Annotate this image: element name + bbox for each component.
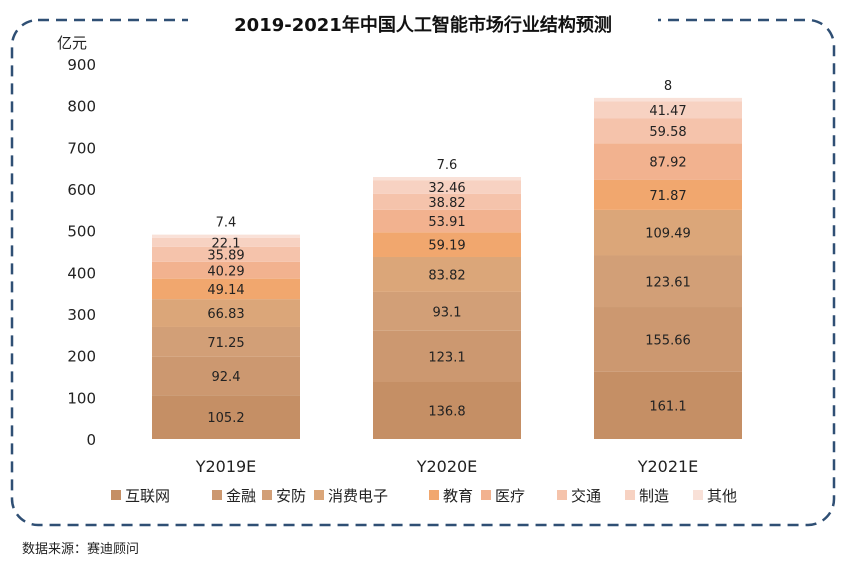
x-tick-label: Y2021E xyxy=(637,457,699,476)
bar-segment xyxy=(373,256,521,292)
legend-swatch xyxy=(557,490,567,500)
bar-segment xyxy=(373,330,521,382)
bar-segment xyxy=(373,180,521,194)
y-tick-label: 0 xyxy=(86,431,96,449)
bar-segment xyxy=(373,193,521,210)
legend-label: 医疗 xyxy=(495,487,525,505)
legend-label: 金融 xyxy=(226,487,256,505)
y-tick-label: 600 xyxy=(67,181,96,199)
title-backdrop xyxy=(188,6,658,40)
x-tick-label: Y2020E xyxy=(416,457,478,476)
bar-segment xyxy=(152,326,300,357)
data-label: 109.49 xyxy=(645,227,691,242)
data-label: 35.89 xyxy=(207,248,244,263)
data-label: 41.47 xyxy=(649,104,686,119)
y-tick-label: 400 xyxy=(67,264,96,282)
y-tick-label: 700 xyxy=(67,139,96,157)
bar-segment xyxy=(152,234,300,238)
legend-label: 制造 xyxy=(639,487,669,505)
data-label: 105.2 xyxy=(207,411,244,426)
legend-label: 消费电子 xyxy=(328,487,388,505)
bar-segment xyxy=(152,395,300,439)
bar-segment xyxy=(594,101,742,119)
bar-segment xyxy=(594,209,742,256)
bar-segment xyxy=(373,177,521,181)
data-label: 59.19 xyxy=(428,239,465,254)
source-note: 数据来源：赛迪顾问 xyxy=(22,542,140,557)
legend-label: 安防 xyxy=(276,487,306,505)
legend-label: 教育 xyxy=(443,487,473,505)
legend-swatch xyxy=(625,490,635,500)
data-label: 136.8 xyxy=(428,405,465,420)
data-label: 53.91 xyxy=(428,215,465,230)
data-label: 38.82 xyxy=(428,196,465,211)
bar-segment xyxy=(594,179,742,210)
legend-swatch xyxy=(429,490,439,500)
chart-title: 2019-2021年中国人工智能市场行业结构预测 xyxy=(234,14,612,36)
bar-segment xyxy=(152,356,300,396)
data-label: 22.1 xyxy=(212,236,241,251)
y-tick-label: 300 xyxy=(67,306,96,324)
legend-swatch xyxy=(481,490,491,500)
data-label: 7.6 xyxy=(437,158,458,173)
legend-label: 互联网 xyxy=(125,487,170,505)
bar-segment xyxy=(373,209,521,233)
data-label: 7.4 xyxy=(216,216,237,231)
data-label: 71.87 xyxy=(649,189,686,204)
data-label: 83.82 xyxy=(428,268,465,283)
bar-segment xyxy=(152,246,300,262)
data-label: 66.83 xyxy=(207,307,244,322)
y-tick-label: 500 xyxy=(67,223,96,241)
y-tick-label: 100 xyxy=(67,389,96,407)
data-label: 8 xyxy=(664,79,672,94)
data-label: 71.25 xyxy=(207,336,244,351)
y-tick-label: 200 xyxy=(67,348,96,366)
legend-swatch xyxy=(693,490,703,500)
legend-swatch xyxy=(262,490,272,500)
data-label: 93.1 xyxy=(433,305,462,320)
legend-swatch xyxy=(314,490,324,500)
bar-segment xyxy=(373,232,521,257)
data-label: 155.66 xyxy=(645,333,691,348)
bar-segment xyxy=(373,382,521,439)
data-label: 40.29 xyxy=(207,264,244,279)
x-tick-label: Y2019E xyxy=(195,457,257,476)
bar-segment xyxy=(152,261,300,279)
legend-label: 交通 xyxy=(571,487,601,505)
bar-segment xyxy=(594,255,742,308)
legend-swatch xyxy=(111,490,121,500)
legend-label: 其他 xyxy=(707,487,737,505)
legend-swatch xyxy=(212,490,222,500)
data-label: 32.46 xyxy=(428,181,465,196)
bar-segment xyxy=(152,299,300,327)
bar-segment xyxy=(594,371,742,439)
bar-segment xyxy=(594,143,742,180)
y-axis-label: 亿元 xyxy=(57,34,87,52)
data-label: 161.1 xyxy=(649,399,686,414)
bar-segment xyxy=(152,237,300,247)
data-label: 123.61 xyxy=(645,275,691,290)
y-tick-label: 800 xyxy=(67,98,96,116)
data-label: 92.4 xyxy=(212,370,241,385)
bar-segment xyxy=(152,278,300,300)
bar-segment xyxy=(594,118,742,144)
data-label: 123.1 xyxy=(428,350,465,365)
data-label: 49.14 xyxy=(207,283,244,298)
data-label: 87.92 xyxy=(649,156,686,171)
bar-segment xyxy=(373,291,521,331)
bar-segment xyxy=(594,97,742,102)
data-label: 59.58 xyxy=(649,125,686,140)
y-tick-label: 900 xyxy=(67,56,96,74)
bar-segment xyxy=(594,307,742,372)
